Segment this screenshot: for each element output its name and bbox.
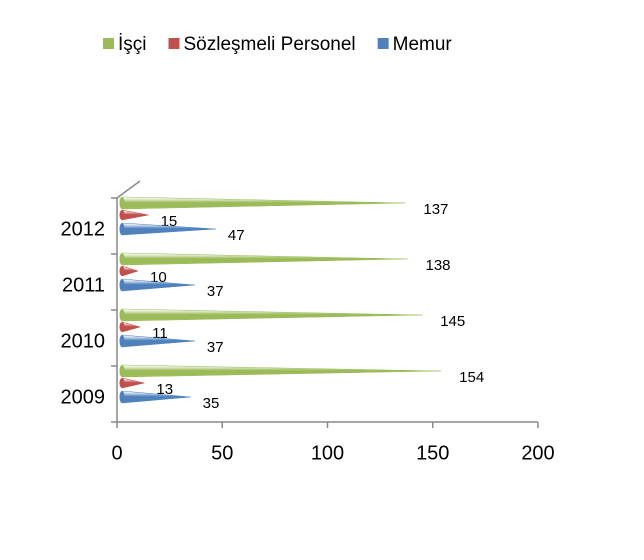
bar-base xyxy=(119,335,125,347)
legend-swatch xyxy=(168,38,180,49)
bar-base xyxy=(119,253,125,265)
x-tick-label: 200 xyxy=(521,442,554,464)
data-label: 138 xyxy=(425,257,450,274)
bar-base xyxy=(119,322,125,332)
legend-label: İşçi xyxy=(118,34,147,55)
y-tick-label: 2010 xyxy=(61,330,106,352)
bar-base xyxy=(119,279,125,291)
x-tick-label: 100 xyxy=(311,442,344,464)
data-label: 154 xyxy=(459,369,484,386)
bar-base xyxy=(119,210,125,220)
bar-base xyxy=(119,197,125,209)
bar-base xyxy=(119,266,125,276)
data-label: 37 xyxy=(207,283,224,300)
y-tick-label: 2011 xyxy=(62,274,105,296)
data-label: 37 xyxy=(207,339,224,356)
data-label: 137 xyxy=(423,201,448,218)
legend-label: Sözleşmeli Personel xyxy=(184,34,356,55)
bar-base xyxy=(119,378,125,388)
data-label: 145 xyxy=(440,313,465,330)
bar-base xyxy=(119,365,125,377)
bar-base xyxy=(119,309,125,321)
data-label: 13 xyxy=(156,381,173,398)
bar-base xyxy=(119,223,125,235)
legend-label: Memur xyxy=(393,34,453,55)
x-tick-label: 50 xyxy=(211,442,233,464)
data-label: 35 xyxy=(203,395,220,412)
x-tick-label: 150 xyxy=(416,442,449,464)
data-label: 47 xyxy=(228,227,245,244)
depth-edge xyxy=(116,180,141,199)
x-tick-label: 0 xyxy=(111,442,122,464)
legend-swatch xyxy=(103,38,114,49)
y-tick-label: 2012 xyxy=(61,218,106,240)
bar-base xyxy=(119,391,125,403)
legend-swatch xyxy=(377,38,389,49)
y-tick-label: 2009 xyxy=(61,386,106,408)
